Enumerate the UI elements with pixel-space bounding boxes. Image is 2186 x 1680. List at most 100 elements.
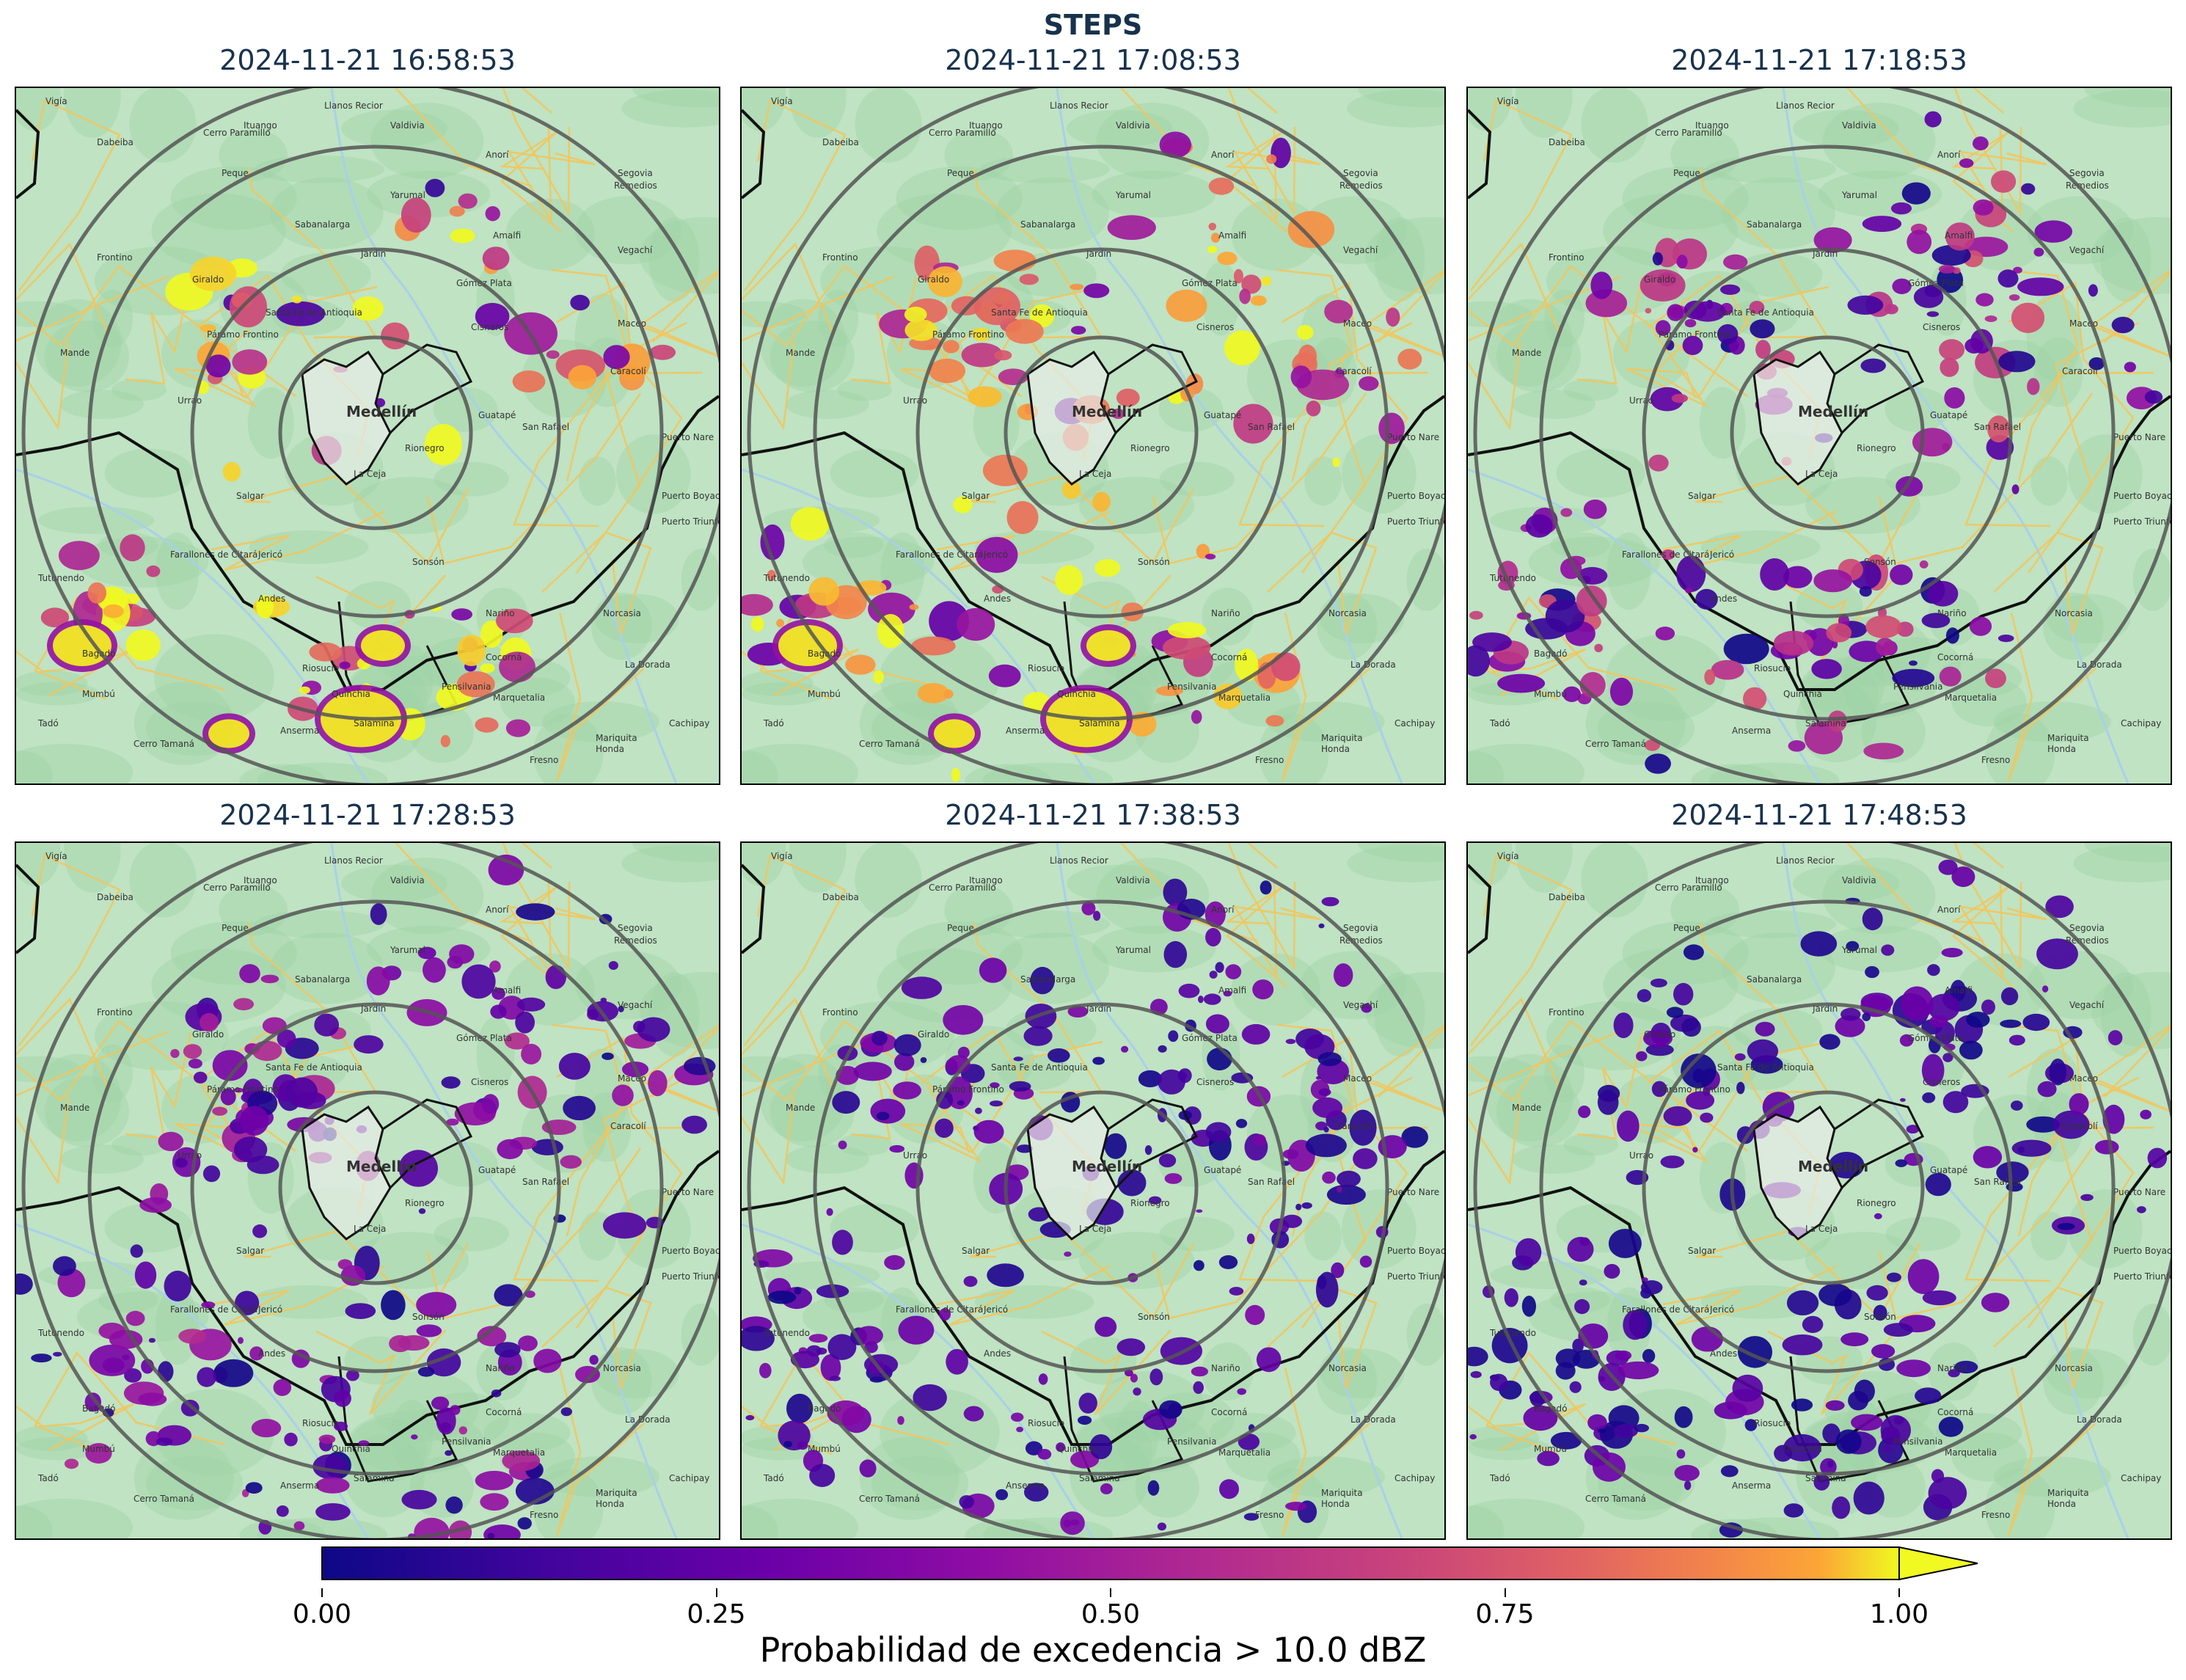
- precip-cell: [1827, 1460, 1834, 1468]
- place-label: Llanos Recior: [324, 101, 383, 111]
- place-label: Anserma: [280, 1480, 319, 1491]
- precip-cell: [1909, 660, 1918, 666]
- precip-cell: [1205, 927, 1221, 947]
- precip-cell: [458, 193, 478, 209]
- place-label: Nariño: [1211, 608, 1240, 618]
- place-label: Puerto Triunfo: [2113, 1271, 2171, 1282]
- place-label: Amalfi: [493, 985, 521, 996]
- precip-cell: [1295, 1203, 1302, 1210]
- place-label: Puerto Nare: [1387, 432, 1439, 442]
- precip-cell: [1890, 564, 1913, 585]
- place-label: Farallones de Citará: [1622, 549, 1709, 560]
- place-label: Sabanalarga: [295, 219, 350, 230]
- place-label: Fresno: [1981, 755, 2010, 765]
- place-label: Bagadó: [82, 649, 116, 659]
- place-label: Ituango: [1695, 120, 1729, 131]
- precip-cell: [1157, 1522, 1166, 1531]
- place-label: Mande: [786, 1103, 815, 1113]
- precip-cell: [2041, 985, 2049, 993]
- precip-cell: [1009, 1081, 1031, 1092]
- place-label: Marquetalia: [1218, 693, 1271, 703]
- precip-cell: [1083, 283, 1110, 299]
- precip-cell: [1070, 1450, 1100, 1469]
- place-label: Sonsón: [1138, 557, 1170, 567]
- place-label: Medellín: [1798, 1158, 1868, 1175]
- place-label: Peque: [222, 168, 249, 178]
- place-label: Valdivia: [390, 875, 425, 885]
- precip-cell: [124, 1368, 142, 1383]
- precip-cell: [233, 998, 255, 1011]
- precip-cell: [1025, 1441, 1043, 1456]
- place-label: Salgar: [962, 491, 990, 501]
- place-label: Sonsón: [1864, 1312, 1896, 1322]
- precip-cell: [603, 345, 630, 370]
- place-label: Mumbú: [1534, 689, 1567, 699]
- precip-cell: [457, 635, 486, 666]
- precip-cell: [1939, 666, 1962, 687]
- precip-cell: [760, 524, 785, 560]
- place-label: Farallones de Citará: [896, 1304, 983, 1315]
- place-label: Andes: [984, 594, 1011, 604]
- precip-cell: [1711, 660, 1744, 680]
- range-ring: [1730, 335, 1925, 530]
- precip-cell: [1016, 1144, 1033, 1153]
- precip-cell: [1981, 999, 1995, 1015]
- precip-cell: [212, 1106, 227, 1116]
- precip-cell: [1218, 1255, 1238, 1269]
- precip-cell: [125, 629, 161, 661]
- precip-cell: [296, 1092, 326, 1109]
- precip-cell: [1578, 1106, 1591, 1118]
- map-frame: Vigía Llanos Recior Ituango Valdivia Cerro P…: [740, 87, 1446, 785]
- precip-cell: [1234, 269, 1243, 284]
- precip-cell: [1130, 1373, 1138, 1383]
- place-label: Bagadó: [808, 1403, 841, 1414]
- precip-cell: [1942, 1053, 1953, 1062]
- precip-cell: [1685, 587, 1693, 594]
- precip-cell: [1783, 1503, 1804, 1518]
- precip-cell: [502, 1450, 541, 1472]
- panel-title: 2024-11-21 16:58:53: [219, 44, 516, 76]
- precip-cell: [1515, 1238, 1542, 1266]
- precip-cell: [1683, 944, 1704, 960]
- precip-cell: [1901, 182, 1931, 205]
- precip-cell: [1927, 964, 1940, 976]
- place-label: Ituango: [244, 875, 277, 885]
- precip-cell: [957, 607, 995, 641]
- place-label: Santa Fe de Antioquia: [991, 1062, 1088, 1073]
- precip-cell: [516, 997, 546, 1012]
- precip-cell: [276, 301, 326, 326]
- precip-cell: [138, 1392, 167, 1406]
- precip-cell: [1525, 514, 1553, 538]
- precip-cell: [1890, 202, 1912, 215]
- place-label: Llanos Recior: [1050, 101, 1108, 111]
- precip-cell: [1732, 1374, 1763, 1402]
- place-label: La Ceja: [1079, 469, 1111, 479]
- precip-cell: [1684, 300, 1707, 320]
- precip-cell: [1331, 1262, 1345, 1279]
- precip-cell: [1997, 269, 2019, 288]
- place-label: Segovia: [2069, 923, 2105, 933]
- precip-cell: [1086, 630, 1130, 661]
- precip-cell: [946, 1348, 968, 1375]
- place-label: Caracolí: [610, 366, 646, 376]
- precip-cell: [494, 1284, 523, 1307]
- place-label: Norcasia: [603, 608, 641, 618]
- place-label: Andes: [1710, 1348, 1737, 1359]
- precip-cell: [1996, 1161, 2029, 1183]
- place-label: Dabeiba: [97, 892, 134, 902]
- precip-cell: [2017, 277, 2064, 296]
- precip-cell: [820, 1354, 841, 1381]
- precip-cell: [1998, 351, 2036, 373]
- precip-cell: [808, 577, 840, 606]
- precip-cell: [1318, 923, 1325, 929]
- range-ring: [1642, 247, 2013, 618]
- precip-cell: [1594, 643, 1604, 652]
- place-label: Cocorná: [486, 652, 522, 662]
- precip-cell: [568, 365, 597, 390]
- place-label: Puerto Nare: [2113, 432, 2165, 442]
- precip-cell: [1774, 1445, 1793, 1462]
- precip-cell: [1028, 1207, 1050, 1222]
- precip-cell: [1038, 1373, 1048, 1385]
- place-label: Peque: [1673, 168, 1700, 178]
- precip-cell: [1926, 311, 1940, 317]
